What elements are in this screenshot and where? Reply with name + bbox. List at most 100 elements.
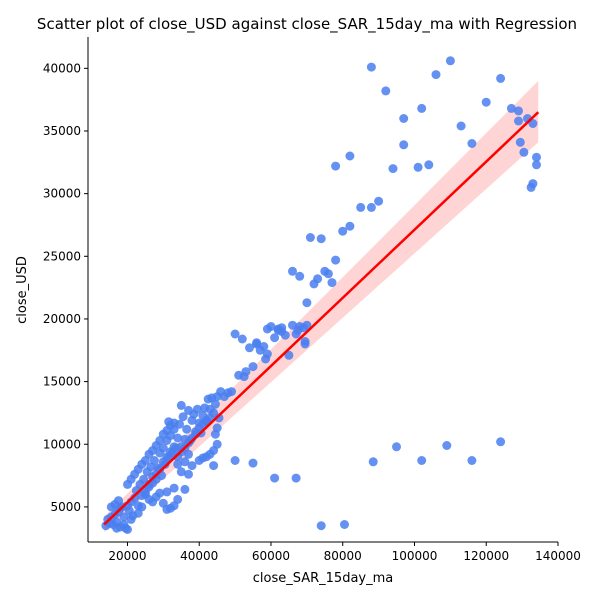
- plot-area: [101, 56, 541, 534]
- data-point: [241, 367, 251, 377]
- data-point: [316, 521, 326, 531]
- data-point: [155, 464, 165, 474]
- data-point: [514, 106, 523, 116]
- data-point: [424, 160, 434, 170]
- data-point: [270, 333, 280, 343]
- x-tick-label: 60000: [252, 549, 290, 563]
- data-point: [300, 337, 310, 346]
- data-point: [366, 202, 376, 212]
- data-point: [273, 324, 283, 334]
- data-point: [331, 161, 341, 171]
- data-point: [126, 514, 136, 524]
- data-point: [381, 86, 391, 96]
- data-point: [112, 523, 122, 533]
- data-point: [180, 457, 190, 467]
- data-point: [399, 114, 409, 123]
- data-point: [133, 508, 143, 518]
- data-point: [162, 487, 172, 497]
- data-point: [338, 226, 348, 236]
- y-tick-label: 25000: [43, 249, 81, 263]
- x-tick-label: 140000: [535, 549, 581, 563]
- data-point: [227, 387, 236, 397]
- data-point: [519, 147, 529, 157]
- data-point: [119, 520, 129, 529]
- data-point: [345, 221, 355, 231]
- data-points: [101, 56, 541, 534]
- data-point: [331, 255, 341, 265]
- data-point: [248, 362, 258, 372]
- x-tick-label: 80000: [324, 549, 362, 563]
- data-point: [178, 412, 188, 422]
- data-point: [248, 458, 258, 468]
- data-point: [366, 62, 376, 72]
- data-point: [431, 70, 441, 80]
- y-tick-label: 15000: [43, 375, 81, 389]
- data-point: [262, 349, 272, 359]
- data-point: [532, 160, 541, 170]
- y-tick-label: 10000: [43, 437, 81, 451]
- x-tick-label: 20000: [108, 549, 146, 563]
- data-point: [481, 97, 491, 107]
- data-point: [212, 423, 222, 433]
- x-tick-label: 120000: [463, 549, 509, 563]
- x-axis: 20000 40000 60000 80000 100000 120000 140000: [88, 541, 581, 563]
- data-point: [515, 137, 525, 147]
- data-point: [130, 493, 140, 503]
- data-point: [140, 489, 150, 499]
- data-point: [169, 501, 179, 511]
- y-axis: 5000 10000 15000 20000 25000 30000 35000 40000: [43, 37, 89, 542]
- data-point: [164, 417, 174, 427]
- data-point: [212, 439, 222, 449]
- data-point: [158, 443, 168, 453]
- data-point: [417, 103, 427, 113]
- data-point: [399, 140, 409, 150]
- data-point: [284, 350, 294, 360]
- data-point: [192, 404, 202, 414]
- y-tick-label: 30000: [43, 187, 81, 201]
- data-point: [169, 483, 179, 493]
- data-point: [305, 233, 315, 242]
- data-point: [345, 151, 355, 161]
- data-point: [417, 456, 427, 465]
- y-tick-label: 35000: [43, 124, 81, 138]
- data-point: [155, 488, 165, 498]
- chart-title: Scatter plot of close_USD against close_…: [37, 15, 577, 34]
- data-point: [388, 164, 398, 174]
- data-point: [162, 504, 172, 514]
- data-point: [368, 457, 378, 467]
- data-point: [252, 338, 262, 348]
- data-point: [184, 469, 193, 479]
- data-point: [114, 496, 123, 506]
- y-tick-label: 40000: [43, 61, 81, 75]
- data-point: [456, 121, 466, 131]
- data-point: [514, 116, 523, 126]
- data-point: [316, 234, 326, 244]
- regression-line: [103, 111, 540, 526]
- data-point: [496, 437, 506, 447]
- data-point: [528, 119, 538, 128]
- data-point: [496, 73, 506, 83]
- data-point: [214, 413, 224, 423]
- data-point: [288, 266, 297, 276]
- data-point: [302, 320, 312, 330]
- data-point: [445, 56, 455, 66]
- y-tick-label: 5000: [50, 500, 81, 514]
- data-point: [237, 334, 247, 344]
- data-point: [259, 342, 269, 351]
- data-point: [356, 202, 366, 212]
- data-point: [266, 322, 276, 331]
- data-point: [210, 399, 220, 409]
- y-axis-label: close_USD: [15, 256, 30, 324]
- data-point: [313, 274, 323, 284]
- data-point: [176, 467, 186, 477]
- data-point: [532, 152, 541, 162]
- data-point: [180, 484, 190, 494]
- data-point: [340, 520, 349, 529]
- x-tick-label: 40000: [180, 549, 218, 563]
- data-point: [295, 271, 305, 281]
- data-point: [144, 479, 154, 489]
- data-point: [173, 459, 183, 469]
- x-axis-label: close_SAR_15day_ma: [253, 571, 394, 586]
- data-point: [323, 269, 333, 279]
- data-point: [467, 456, 477, 465]
